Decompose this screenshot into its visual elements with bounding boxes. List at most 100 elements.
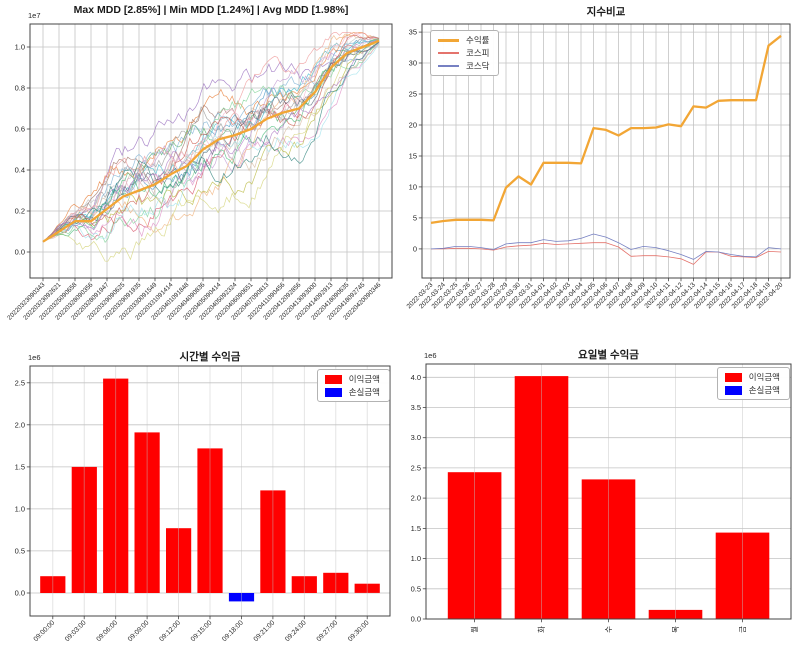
axes-frame-and-ticks [26,23,393,282]
weekday-y-scale-label: 1e6 [424,351,437,360]
svg-text:1.5: 1.5 [15,462,25,471]
svg-text:수: 수 [604,626,613,633]
legend-label-kosdaq: 코스닥 [466,61,490,71]
svg-text:1.0: 1.0 [411,554,421,563]
weekday-profit-title: 요일별 수익금 [578,349,639,361]
index-compare-plot: 051015202530352022-03-232022-03-242022-0… [406,23,791,310]
weekday-profit-plot: 0.0 0.5 1.0 1.5 2.0 2.5 3.0 3.5 4.0 월 화 수 목 금 [411,363,792,633]
svg-text:0.8: 0.8 [15,83,25,92]
svg-text:35: 35 [409,28,417,37]
svg-text:09:06:00: 09:06:00 [95,619,119,643]
mdd-equity-plot: 0.00.20.40.60.81.02022032309034320220323… [6,23,393,322]
svg-text:월: 월 [469,626,479,633]
svg-text:20: 20 [409,120,417,129]
svg-text:2.5: 2.5 [15,378,25,387]
svg-text:09:27:00: 09:27:00 [316,619,340,643]
svg-text:09:18:00: 09:18:00 [221,619,245,643]
hourly-profit-title: 시간별 수익금 [179,351,241,363]
svg-text:금: 금 [738,626,747,633]
axes-frame-and-ticks [418,23,791,282]
svg-text:09:30:00: 09:30:00 [347,619,371,643]
hourly-profit-plot: 0.0 0.5 1.0 1.5 2.0 2.5 09:00:00 09:03:00 09:06:… [15,365,391,643]
svg-text:0.0: 0.0 [15,588,25,597]
chart-index-compare: 0 5 10 15 20 25 30 35 2022-03-23 2022-03-24 2022-0… [400,0,800,333]
return-line-swatch-icon [438,38,459,42]
loss-swatch-icon [724,385,742,395]
svg-text:09:21:00: 09:21:00 [253,619,277,643]
svg-text:2.5: 2.5 [411,463,421,472]
grid-vertical [42,24,380,278]
svg-text:09:03:00: 09:03:00 [64,619,88,643]
svg-text:2.0: 2.0 [411,494,421,503]
legend-item-profit: 이익금액 [324,374,380,384]
hourly-y-scale-label: 1e6 [28,353,41,362]
legend-item-loss: 손실금액 [724,385,780,395]
svg-text:30: 30 [409,59,417,68]
legend-item-return: 수익률 [438,35,489,45]
grid-over-bars [52,366,368,616]
plot-series [430,34,782,265]
profit-swatch-icon [324,374,342,384]
svg-text:15: 15 [409,151,417,160]
series-코스피 [431,242,782,265]
series-수익률 [430,34,782,225]
legend-label-loss: 손실금액 [348,387,380,397]
legend-label-profit: 이익금액 [348,374,380,384]
svg-text:09:12:00: 09:12:00 [158,619,182,643]
svg-text:0: 0 [413,244,417,253]
series-코스닥 [430,233,782,260]
loss-swatch-icon [324,387,342,397]
legend-label-return: 수익률 [466,35,490,45]
svg-text:0.0: 0.0 [411,615,421,624]
svg-text:10: 10 [409,182,417,191]
legend-label-loss: 손실금액 [748,385,780,395]
grid-over-bars [474,364,743,619]
svg-text:0.5: 0.5 [411,584,421,593]
kosdaq-line-swatch-icon [438,65,459,67]
svg-text:목: 목 [671,626,680,633]
tick-labels: 0.0 0.5 1.0 1.5 2.0 2.5 09:00:00 09:03:00 09:06:… [15,378,371,643]
plot-series [42,32,380,262]
svg-text:0.6: 0.6 [15,124,25,133]
svg-text:화: 화 [537,626,546,633]
tick-labels: 0.0 0.5 1.0 1.5 2.0 2.5 3.0 3.5 4.0 월 화 수 목 금 [411,373,747,633]
svg-text:1.0: 1.0 [15,42,25,51]
tick-labels: 0.00.20.40.60.81.02022032309034320220323… [6,42,382,321]
index-compare-title: 지수비교 [586,6,626,18]
svg-text:0.4: 0.4 [15,165,25,174]
svg-text:09:15:00: 09:15:00 [190,619,214,643]
axes-frame-and-ticks [26,365,391,620]
chart-weekday-profit: 0.0 0.5 1.0 1.5 2.0 2.5 3.0 3.5 4.0 월 화 수 목 금 요일별 수익금… [400,333,800,667]
weekday-profit-legend: 이익금액 손실금액 [716,367,790,400]
index-compare-legend: 수익률 코스피 코스닥 [430,30,500,76]
profit-swatch-icon [724,372,742,382]
svg-text:1.0: 1.0 [15,504,25,513]
series-average-equity-curve [42,39,380,243]
svg-text:0.5: 0.5 [15,546,25,555]
mdd-y-scale-label: 1e7 [28,11,41,20]
svg-text:09:09:00: 09:09:00 [127,619,151,643]
legend-item-loss: 손실금액 [324,387,380,397]
axes-frame-and-ticks [422,363,792,623]
svg-text:09:00:00: 09:00:00 [33,619,57,643]
chart-hourly-profit: 0.0 0.5 1.0 1.5 2.0 2.5 09:00:00 09:03:00 09:06:… [0,333,400,667]
svg-text:09:24:00: 09:24:00 [284,619,308,643]
svg-text:3.5: 3.5 [411,403,421,412]
legend-label-kospi: 코스피 [466,48,490,58]
svg-text:5: 5 [413,213,417,222]
svg-text:2.0: 2.0 [15,420,25,429]
svg-text:3.0: 3.0 [411,433,421,442]
svg-text:0.2: 0.2 [15,206,25,215]
legend-item-kosdaq: 코스닥 [438,61,489,71]
svg-text:25: 25 [409,90,417,99]
chart-mdd-equity: 0.0 0.2 0.4 0.6 0.8 1.0 20220323090343 20220323… [0,0,400,333]
legend-item-profit: 이익금액 [724,372,780,382]
kospi-line-swatch-icon [438,52,459,54]
legend-label-profit: 이익금액 [748,372,780,382]
svg-text:1.5: 1.5 [411,524,421,533]
legend-item-kospi: 코스피 [438,48,489,58]
svg-text:0.0: 0.0 [15,247,25,256]
svg-text:4.0: 4.0 [411,373,421,382]
mdd-equity-title: Max MDD [2.85%] | Min MDD [1.24%] | Avg … [73,4,349,16]
